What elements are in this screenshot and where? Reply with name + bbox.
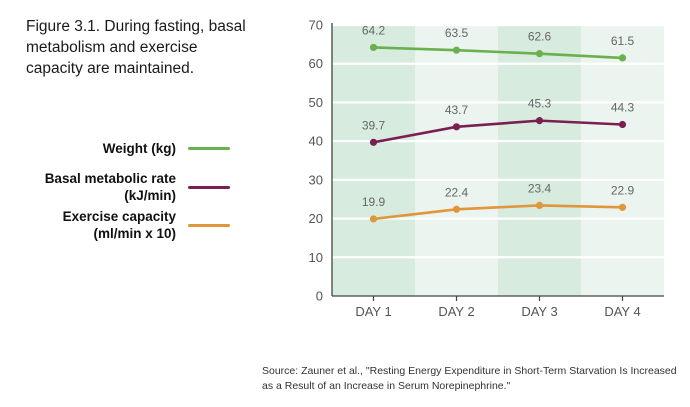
data-point-s1-2 xyxy=(452,46,461,54)
plot-band-2 xyxy=(415,25,498,296)
series-line-3 xyxy=(373,204,623,221)
y-tick-label-30: 30 xyxy=(309,172,323,187)
legend-item-basal: Basal metabolic rate (kJ/min) xyxy=(16,170,230,204)
legend-item-weight: Weight (kg) xyxy=(16,140,230,157)
legend-swatch-weight xyxy=(188,147,230,150)
data-point-s2-3 xyxy=(535,117,544,125)
legend-swatch-basal xyxy=(188,185,230,189)
y-tick-label-60: 60 xyxy=(309,56,323,71)
plot-band-4 xyxy=(581,25,664,296)
data-label-s2-3: 45.3 xyxy=(528,97,552,111)
source-note: Source: Zauner et al., "Resting Energy E… xyxy=(262,365,677,392)
data-label-s1-3: 62.6 xyxy=(528,30,552,44)
data-label-s3-4: 22.9 xyxy=(611,183,635,197)
data-point-s1-1 xyxy=(369,43,378,52)
x-tick-label-4: DAY 4 xyxy=(604,304,640,319)
data-point-s3-2 xyxy=(452,205,461,213)
data-label-s3-3: 23.4 xyxy=(528,181,552,195)
x-tick-label-3: DAY 3 xyxy=(521,304,557,319)
data-label-s1-4: 61.5 xyxy=(611,34,635,48)
data-point-s1-4 xyxy=(618,54,627,62)
data-point-s3-3 xyxy=(535,201,544,210)
x-tick-label-2: DAY 2 xyxy=(438,304,474,319)
legend-label-basal: Basal metabolic rate (kJ/min) xyxy=(44,171,176,203)
y-tick-label-40: 40 xyxy=(309,134,323,149)
plot-band-3 xyxy=(498,25,581,296)
data-point-s2-1 xyxy=(369,138,378,146)
y-tick-label-10: 10 xyxy=(309,250,323,265)
y-tick-label-20: 20 xyxy=(309,211,323,226)
y-tick-label-0: 0 xyxy=(316,289,323,304)
data-point-s2-2 xyxy=(452,123,461,131)
series-line-2 xyxy=(373,119,623,144)
plot-band-1 xyxy=(332,25,415,296)
y-tick-label-50: 50 xyxy=(309,95,323,110)
data-point-s2-4 xyxy=(618,120,627,129)
data-point-s3-4 xyxy=(618,203,627,211)
data-label-s2-1: 39.7 xyxy=(362,118,386,132)
legend-item-exercise: Exercise capacity (ml/min x 10) xyxy=(16,208,230,242)
data-label-s1-1: 64.2 xyxy=(362,23,386,37)
data-label-s2-2: 43.7 xyxy=(445,103,469,117)
y-tick-label-70: 70 xyxy=(309,18,323,33)
legend-label-weight: Weight (kg) xyxy=(102,141,176,156)
legend-swatch-exercise xyxy=(188,223,230,227)
data-label-s3-2: 22.4 xyxy=(445,185,469,199)
data-point-s1-3 xyxy=(535,50,544,58)
data-point-s3-1 xyxy=(369,215,378,223)
data-label-s1-2: 63.5 xyxy=(445,26,469,40)
x-tick-label-1: DAY 1 xyxy=(355,304,391,319)
figure-caption: Figure 3.1. During fasting, basal metabo… xyxy=(26,18,246,77)
data-label-s3-1: 19.9 xyxy=(362,195,386,209)
series-line-1 xyxy=(373,46,623,60)
data-label-s2-4: 44.3 xyxy=(611,100,635,114)
legend-label-exercise: Exercise capacity (ml/min x 10) xyxy=(62,209,176,241)
